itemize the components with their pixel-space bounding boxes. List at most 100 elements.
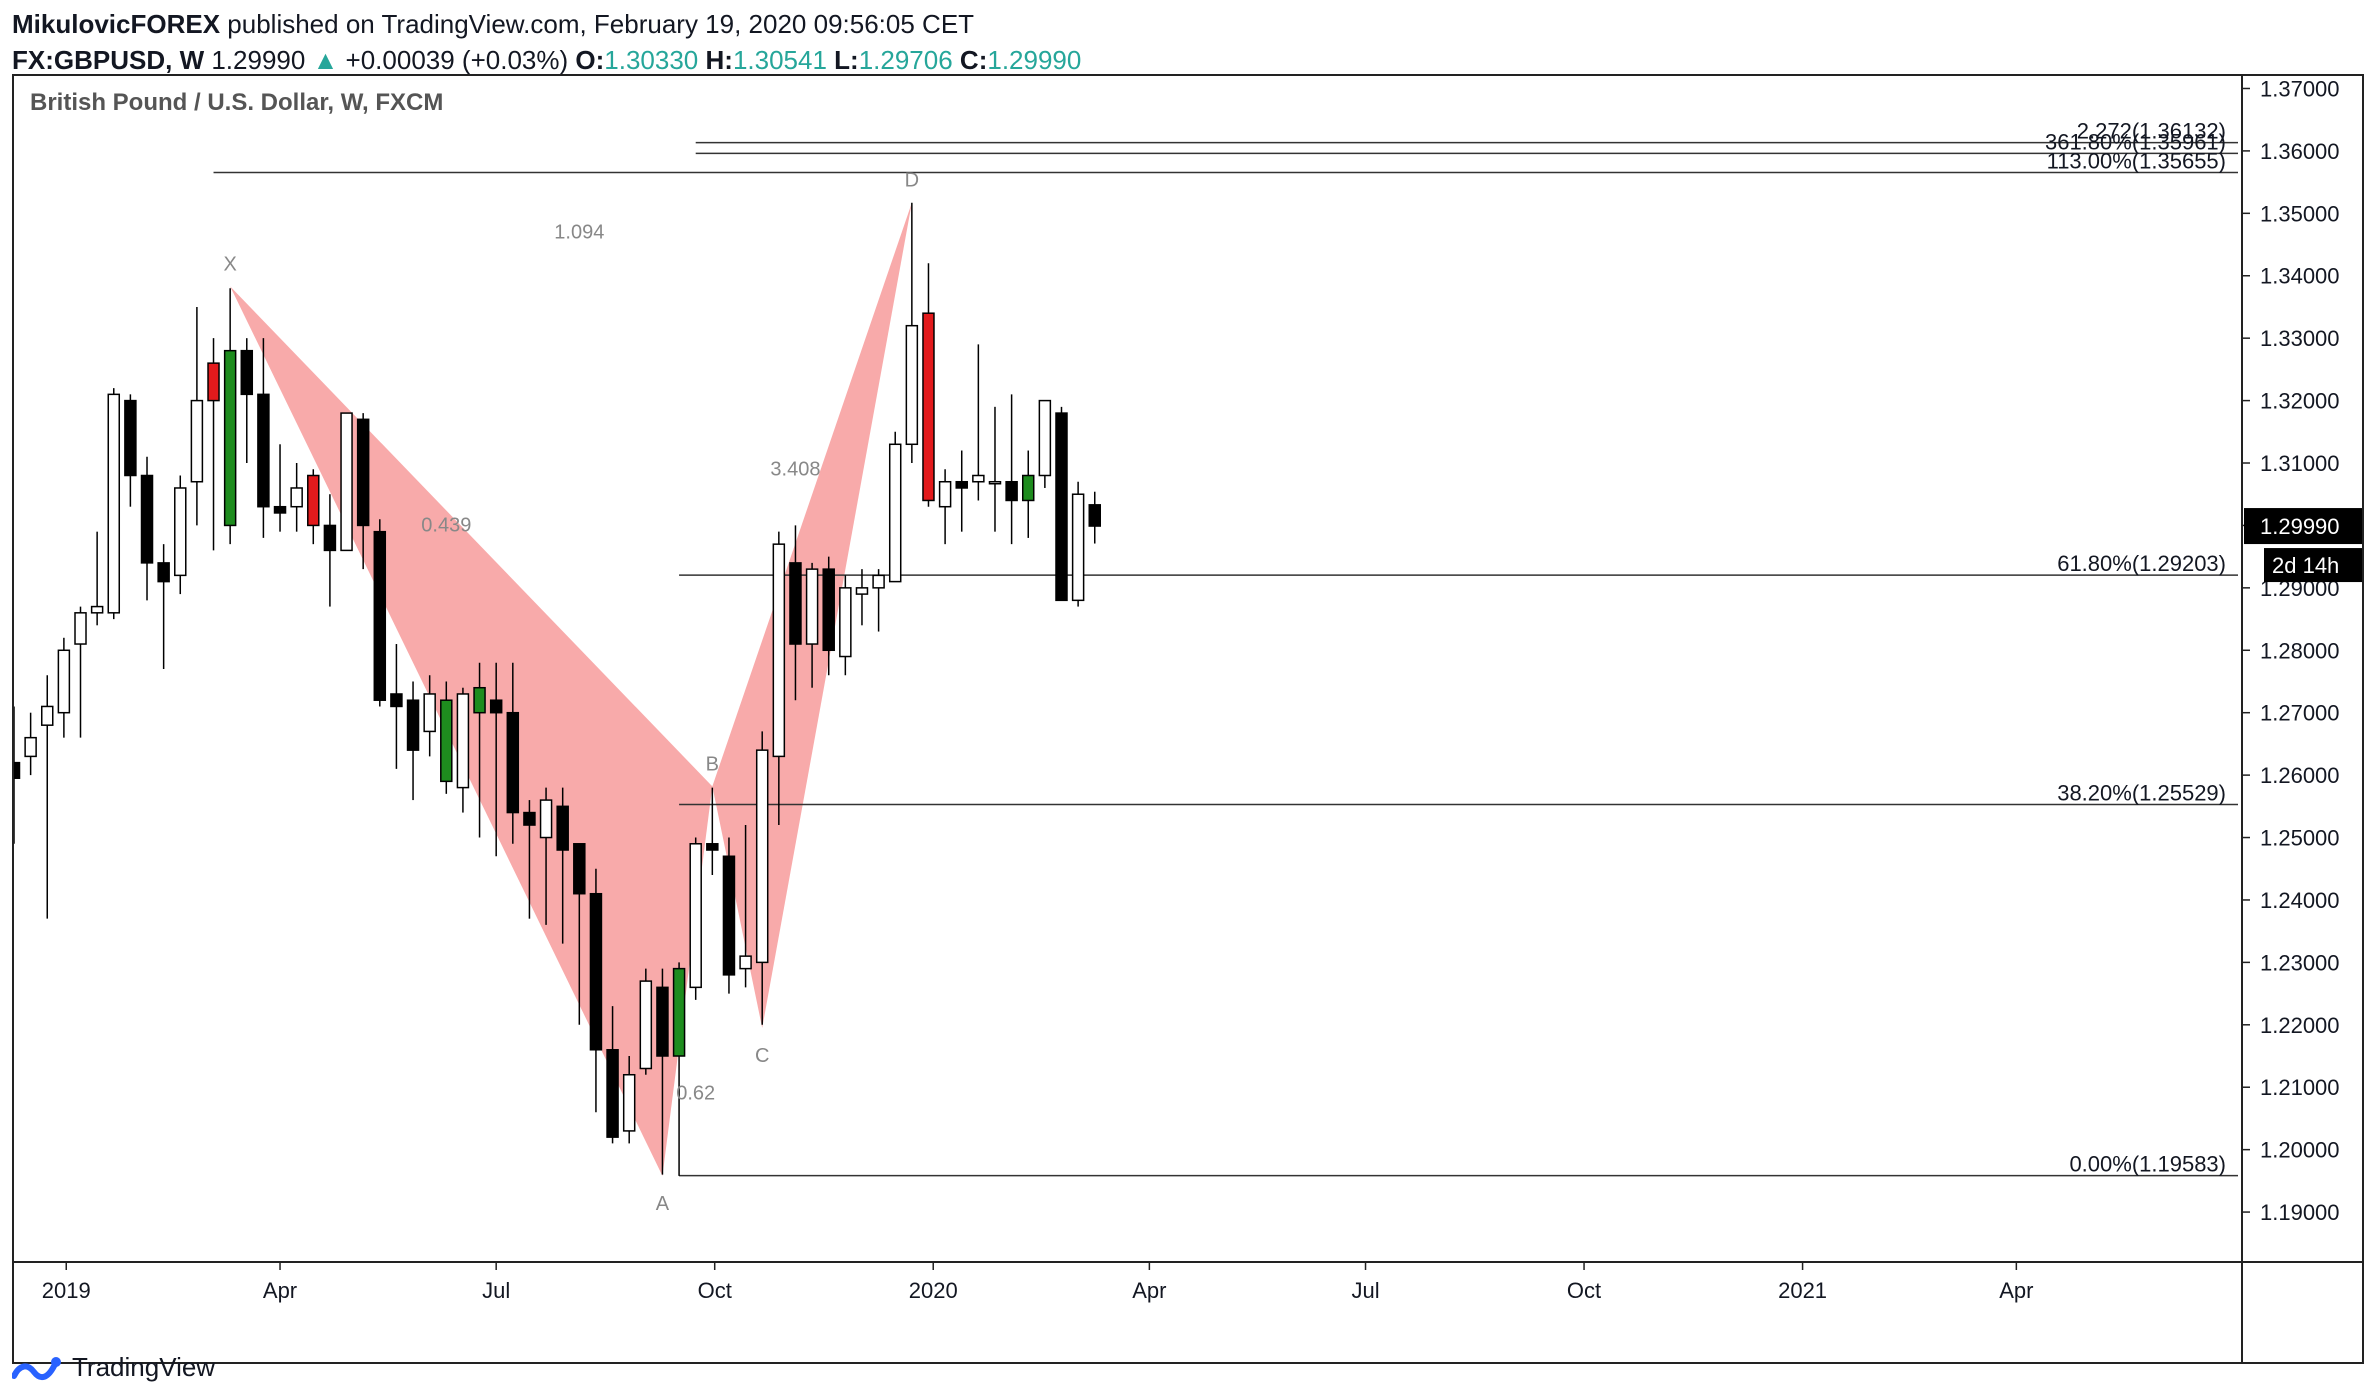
candle-body[interactable] xyxy=(24,736,37,758)
candle-body[interactable] xyxy=(905,324,919,446)
pattern-point-label: X xyxy=(223,253,236,275)
candle-body[interactable] xyxy=(489,699,503,714)
candle-body[interactable] xyxy=(1038,399,1052,477)
fib-level-label: 361.80%(1.35961) xyxy=(2045,129,2226,154)
candlestick-chart[interactable]: British Pound / U.S. Dollar, W, FXCM 2.27… xyxy=(14,76,2362,1362)
candle-body[interactable] xyxy=(556,805,569,851)
last-price-label: 1.29990 xyxy=(2260,514,2340,539)
tradingview-logo-icon[interactable] xyxy=(12,1350,64,1384)
candle-body[interactable] xyxy=(739,955,752,970)
open-value: 1.30330 xyxy=(604,45,699,75)
countdown-marker xyxy=(2264,548,2362,583)
candle-body[interactable] xyxy=(772,543,786,758)
candle-body[interactable] xyxy=(922,312,935,502)
footer: TradingView xyxy=(12,1344,215,1390)
close-value: 1.29990 xyxy=(987,45,1082,75)
chart-title: British Pound / U.S. Dollar, W, FXCM xyxy=(30,89,443,116)
candle-body[interactable] xyxy=(622,1073,636,1132)
candle-body[interactable] xyxy=(273,505,287,514)
candle-body[interactable] xyxy=(888,443,902,583)
candle-body[interactable] xyxy=(589,892,603,1051)
price-change: +0.00039 (+0.03%) xyxy=(345,45,569,75)
candle-body[interactable] xyxy=(423,693,436,733)
candle-body[interactable] xyxy=(839,587,852,658)
candle-body[interactable] xyxy=(755,749,769,964)
pattern-point-label: B xyxy=(706,753,719,775)
candle-body[interactable] xyxy=(872,574,885,589)
tradingview-brand[interactable]: TradingView xyxy=(72,1351,216,1382)
candle-body[interactable] xyxy=(240,349,254,396)
candle-body[interactable] xyxy=(356,418,370,527)
candle-body[interactable] xyxy=(689,843,702,989)
candle-body[interactable] xyxy=(140,474,154,564)
symbol-label: FX:GBPUSD, W xyxy=(12,45,205,75)
candle-body[interactable] xyxy=(57,649,71,714)
candle-body[interactable] xyxy=(223,349,237,527)
price-tick-label: 1.19000 xyxy=(2260,1200,2340,1225)
candle-body[interactable] xyxy=(706,843,719,851)
candle-body[interactable] xyxy=(390,693,403,708)
price-tick-label: 1.23000 xyxy=(2260,950,2340,975)
price-tick-label: 1.34000 xyxy=(2260,264,2340,289)
price-tick-label: 1.21000 xyxy=(2260,1075,2340,1100)
candle-body[interactable] xyxy=(1005,480,1018,502)
candle-body[interactable] xyxy=(573,843,586,895)
low-label: L: xyxy=(834,45,859,75)
candle-body[interactable] xyxy=(456,693,470,789)
candle-body[interactable] xyxy=(207,362,220,402)
price-tick-label: 1.28000 xyxy=(2260,638,2340,663)
candle-body[interactable] xyxy=(606,1049,619,1138)
candle-body[interactable] xyxy=(822,568,835,652)
price-tick-label: 1.27000 xyxy=(2260,701,2340,726)
candle-body[interactable] xyxy=(672,967,686,1057)
time-tick-label: 2021 xyxy=(1778,1278,1827,1303)
candle-body[interactable] xyxy=(506,711,520,814)
publish-info: published on TradingView.com, February 1… xyxy=(227,9,975,39)
time-tick-label: Oct xyxy=(1567,1278,1601,1303)
candle-body[interactable] xyxy=(257,393,270,508)
candle-body[interactable] xyxy=(124,399,137,477)
pattern-point-label: C xyxy=(755,1045,769,1067)
pattern-point-label: D xyxy=(905,170,919,192)
candle-body[interactable] xyxy=(406,699,420,751)
candle-body[interactable] xyxy=(1088,504,1101,527)
candle-body[interactable] xyxy=(323,524,337,552)
candle-body[interactable] xyxy=(174,487,187,577)
candle-body[interactable] xyxy=(473,686,486,714)
candle-body[interactable] xyxy=(90,605,104,614)
candle-body[interactable] xyxy=(972,474,985,483)
candle-body[interactable] xyxy=(1021,474,1035,502)
candle-body[interactable] xyxy=(74,612,87,645)
candle-body[interactable] xyxy=(938,480,952,508)
candle-body[interactable] xyxy=(988,480,1002,485)
candle-body[interactable] xyxy=(805,568,819,645)
chart-frame[interactable]: British Pound / U.S. Dollar, W, FXCM 2.27… xyxy=(12,74,2364,1364)
candle-body[interactable] xyxy=(307,474,320,527)
price-tick-label: 1.25000 xyxy=(2260,826,2340,851)
author-name[interactable]: MikulovicFOREX xyxy=(12,9,221,39)
candle-body[interactable] xyxy=(157,562,170,583)
candle-body[interactable] xyxy=(539,799,553,839)
candle-body[interactable] xyxy=(523,811,536,826)
candle-body[interactable] xyxy=(41,705,54,726)
candle-body[interactable] xyxy=(955,480,968,489)
candle-body[interactable] xyxy=(290,487,303,508)
fib-level-label: 2.272(1.36132) xyxy=(2077,119,2226,144)
candle-body[interactable] xyxy=(789,562,802,645)
candle-body[interactable] xyxy=(373,530,387,701)
candle-body[interactable] xyxy=(722,855,736,976)
candle-body[interactable] xyxy=(1055,412,1068,602)
publish-line: MikulovicFOREX published on TradingView.… xyxy=(12,6,2352,42)
candle-body[interactable] xyxy=(340,412,353,552)
candle-body[interactable] xyxy=(14,761,21,779)
candle-body[interactable] xyxy=(1071,493,1085,602)
candle-body[interactable] xyxy=(855,587,869,595)
candle-body[interactable] xyxy=(656,986,669,1057)
candle-body[interactable] xyxy=(440,699,453,783)
candle-body[interactable] xyxy=(639,980,653,1070)
candle-body[interactable] xyxy=(107,393,121,614)
chart-header: MikulovicFOREX published on TradingView.… xyxy=(12,6,2352,78)
candle-body[interactable] xyxy=(190,399,204,483)
time-tick-label: 2020 xyxy=(909,1278,958,1303)
pattern-ratio-label: 1.094 xyxy=(554,221,604,243)
